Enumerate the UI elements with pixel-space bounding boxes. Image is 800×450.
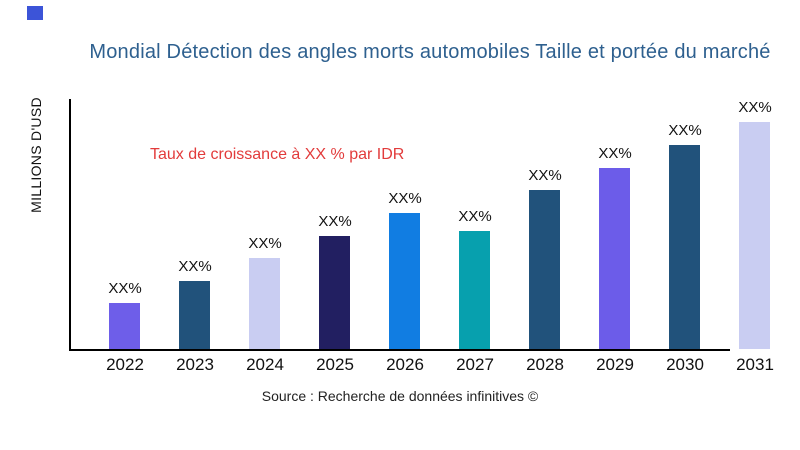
bar-group-2026: XX% 2026 xyxy=(370,0,440,450)
bar-value-label-2022: XX% xyxy=(108,280,142,297)
x-axis-line xyxy=(69,349,730,351)
bar-group-2025: XX% 2025 xyxy=(300,0,370,450)
x-tick-label-2024: 2024 xyxy=(246,355,284,374)
bar-value-label-2031: XX% xyxy=(738,99,772,116)
x-tick-label-2025: 2025 xyxy=(316,355,354,374)
x-tick-label-2029: 2029 xyxy=(596,355,634,374)
chart-title: Mondial Détection des angles morts autom… xyxy=(89,41,771,63)
bar-2029 xyxy=(599,168,630,349)
bar-value-label-2024: XX% xyxy=(248,235,282,252)
y-axis-line xyxy=(69,99,71,351)
bar-group-2027: XX% 2027 xyxy=(440,0,510,450)
logo-square xyxy=(27,6,43,20)
bar-value-label-2030: XX% xyxy=(668,122,702,139)
growth-rate-annotation: Taux de croissance à XX % par IDR xyxy=(150,146,405,163)
bar-group-2031: XX% 2031 xyxy=(720,0,790,450)
y-axis-label: MILLIONS D'USD xyxy=(28,97,44,213)
bar-value-label-2027: XX% xyxy=(458,208,492,225)
bar-group-2024: XX% 2024 xyxy=(230,0,300,450)
bar-group-2022: XX% 2022 xyxy=(90,0,160,450)
bar-2030 xyxy=(669,145,700,349)
x-tick-label-2028: 2028 xyxy=(526,355,564,374)
bar-2023 xyxy=(179,281,210,349)
bar-value-label-2025: XX% xyxy=(318,213,352,230)
x-tick-label-2026: 2026 xyxy=(386,355,424,374)
x-tick-label-2023: 2023 xyxy=(176,355,214,374)
x-tick-label-2027: 2027 xyxy=(456,355,494,374)
x-tick-label-2031: 2031 xyxy=(736,355,774,374)
bar-2031 xyxy=(739,122,770,349)
bar-2028 xyxy=(529,190,560,349)
x-tick-label-2030: 2030 xyxy=(666,355,704,374)
bar-2024 xyxy=(249,258,280,349)
bar-value-label-2029: XX% xyxy=(598,145,632,162)
bar-group-2023: XX% 2023 xyxy=(160,0,230,450)
bar-2022 xyxy=(109,303,140,349)
x-tick-label-2022: 2022 xyxy=(106,355,144,374)
bar-value-label-2026: XX% xyxy=(388,190,422,207)
bar-value-label-2023: XX% xyxy=(178,258,212,275)
bar-2027 xyxy=(459,231,490,349)
bar-group-2030: XX% 2030 xyxy=(650,0,720,450)
bar-value-label-2028: XX% xyxy=(528,167,562,184)
bar-2025 xyxy=(319,236,350,349)
bar-group-2028: XX% 2028 xyxy=(510,0,580,450)
source-attribution: Source : Recherche de données infinitive… xyxy=(261,388,539,404)
bar-2026 xyxy=(389,213,420,349)
bar-group-2029: XX% 2029 xyxy=(580,0,650,450)
